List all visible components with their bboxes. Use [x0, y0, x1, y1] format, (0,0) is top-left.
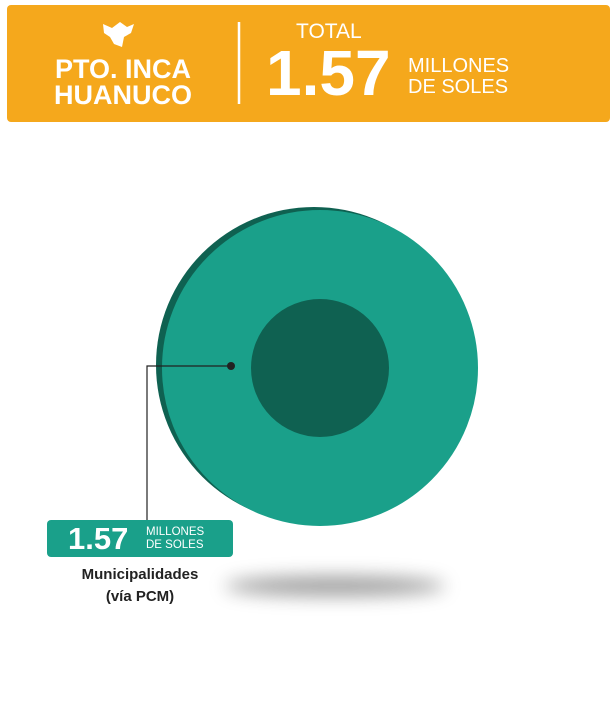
- header-band: [7, 5, 610, 122]
- region-map-icon: [103, 22, 134, 47]
- donut-segment: [162, 210, 478, 526]
- data-label: 1.57: [68, 521, 129, 556]
- category-label: Municipalidades (vía PCM): [81, 566, 199, 605]
- header-title: PTO. INCA HUANUCO: [54, 54, 192, 110]
- total-unit: MILLONES DE SOLES: [408, 55, 510, 98]
- total-label: TOTAL: [296, 20, 362, 43]
- total-value: 1.57: [266, 37, 391, 109]
- data-label-unit: MILLONES DE SOLES: [146, 526, 205, 551]
- shadow: [225, 576, 445, 596]
- value-label-box: [47, 520, 233, 557]
- pointer-line: [146, 365, 231, 520]
